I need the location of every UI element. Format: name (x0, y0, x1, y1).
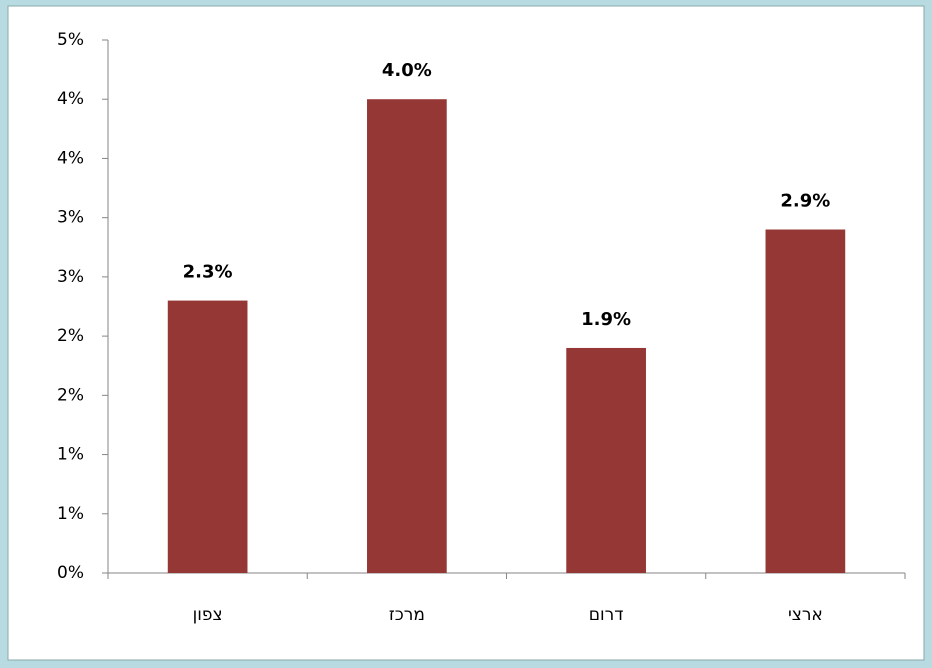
x-tick-label: צפון (193, 605, 223, 625)
x-tick-label: דרום (589, 605, 624, 625)
bar (367, 99, 447, 573)
y-tick-label: 2% (57, 326, 84, 346)
y-tick-label: 1% (57, 504, 84, 524)
y-tick-label: 3% (57, 267, 84, 287)
value-label: 4.0% (382, 60, 432, 81)
y-tick-label: 2% (57, 385, 84, 405)
x-tick-label: מרכז (389, 605, 425, 625)
value-label: 2.9% (780, 191, 830, 212)
y-tick-label: 5% (57, 30, 84, 50)
bar (167, 300, 248, 573)
y-tick-label: 4% (57, 89, 84, 109)
value-label: 2.3% (183, 262, 233, 283)
x-tick-label: ארצי (788, 605, 823, 625)
bar (765, 229, 846, 573)
y-tick-label: 3% (57, 208, 84, 228)
value-label: 1.9% (581, 309, 631, 330)
bar (566, 347, 646, 573)
y-tick-label: 1% (57, 445, 84, 465)
y-tick-label: 4% (57, 148, 84, 168)
y-tick-label: 0% (57, 563, 84, 583)
